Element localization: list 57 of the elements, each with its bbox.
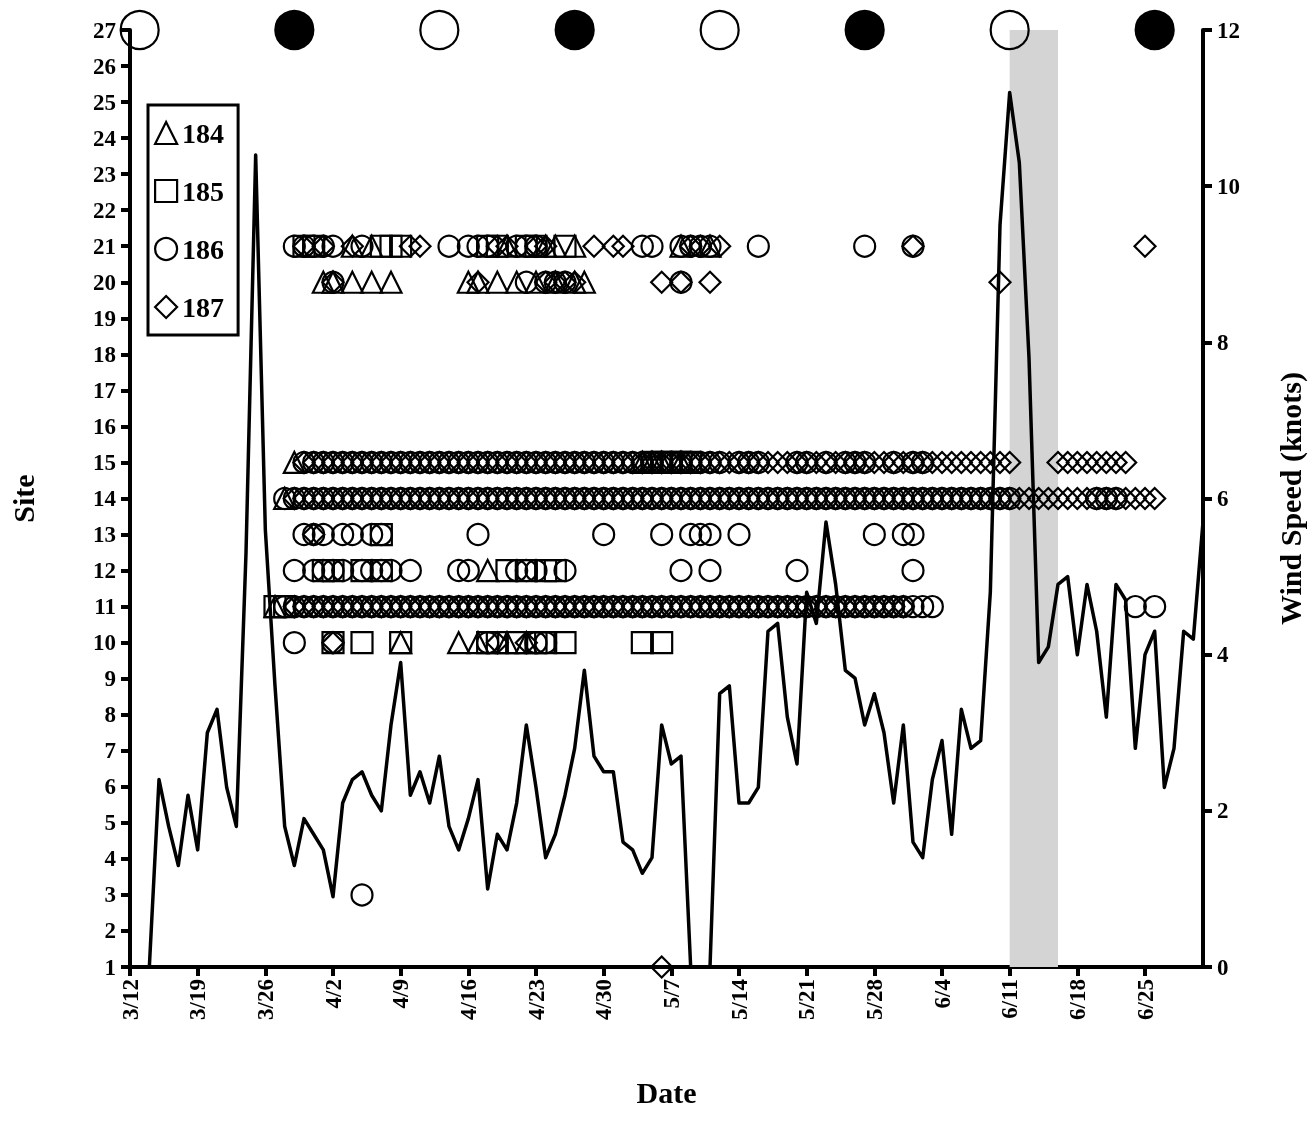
y-tick-label: 5 <box>104 810 116 836</box>
y2-tick-label: 0 <box>1217 954 1229 980</box>
y-tick-label: 3 <box>104 882 116 908</box>
x-tick-label: 3/12 <box>117 979 143 1020</box>
x-tick-label: 4/16 <box>455 979 481 1020</box>
y-tick-label: 10 <box>93 630 116 656</box>
x-tick-label: 4/2 <box>320 979 346 1009</box>
x-tick-label: 5/7 <box>658 979 684 1009</box>
y2-tick-label: 10 <box>1217 173 1240 199</box>
legend-label: 185 <box>182 175 225 207</box>
x-tick-label: 6/25 <box>1132 979 1158 1020</box>
y-tick-label: 12 <box>93 558 116 584</box>
x-tick-label: 3/19 <box>185 979 211 1020</box>
y-tick-label: 21 <box>93 233 116 259</box>
y2-tick-label: 12 <box>1217 17 1240 43</box>
y2-tick-label: 4 <box>1217 642 1229 668</box>
x-tick-label: 4/9 <box>388 979 414 1009</box>
y-tick-label: 20 <box>93 269 116 295</box>
x-tick-label: 4/23 <box>523 979 549 1020</box>
x-tick-label: 6/11 <box>997 979 1023 1019</box>
y-tick-label: 25 <box>93 89 116 115</box>
y-tick-label: 17 <box>93 377 116 403</box>
y-tick-label: 8 <box>104 702 116 728</box>
x-axis-title: Date <box>636 1075 697 1109</box>
legend-label: 187 <box>182 291 225 323</box>
y-tick-label: 7 <box>104 738 116 764</box>
y-tick-label: 9 <box>104 666 116 692</box>
y2-tick-label: 8 <box>1217 329 1229 355</box>
y-tick-label: 14 <box>93 486 117 511</box>
y-tick-label: 18 <box>93 341 116 367</box>
x-tick-label: 5/28 <box>861 979 887 1020</box>
x-tick-label: 5/21 <box>794 979 820 1020</box>
y2-tick-label: 2 <box>1217 798 1229 824</box>
y-tick-label: 4 <box>104 846 117 872</box>
y2-tick-label: 6 <box>1217 486 1229 511</box>
x-tick-label: 4/30 <box>591 979 617 1020</box>
y-tick-label: 13 <box>93 522 116 548</box>
legend-label: 184 <box>182 117 225 149</box>
y-tick-label: 24 <box>93 125 117 151</box>
y-tick-label: 1 <box>104 954 116 980</box>
y-tick-label: 6 <box>104 774 116 800</box>
legend-label: 186 <box>182 233 225 265</box>
y-tick-label: 16 <box>93 413 116 439</box>
x-tick-label: 6/4 <box>929 978 955 1009</box>
x-tick-label: 6/18 <box>1064 979 1090 1020</box>
x-tick-label: 3/26 <box>252 979 278 1020</box>
y-tick-label: 26 <box>93 53 116 79</box>
y2-axis-title: Wind Speed (knots) <box>1273 372 1308 625</box>
y-tick-label: 11 <box>94 594 116 620</box>
y-tick-label: 19 <box>93 305 116 331</box>
y-tick-label: 2 <box>104 918 116 944</box>
y-tick-label: 23 <box>93 161 116 187</box>
y-tick-label: 27 <box>93 17 116 43</box>
y-axis-title: Site <box>6 474 40 523</box>
x-tick-label: 5/14 <box>726 978 752 1020</box>
y-tick-label: 22 <box>93 197 116 223</box>
y-tick-label: 15 <box>93 449 116 475</box>
